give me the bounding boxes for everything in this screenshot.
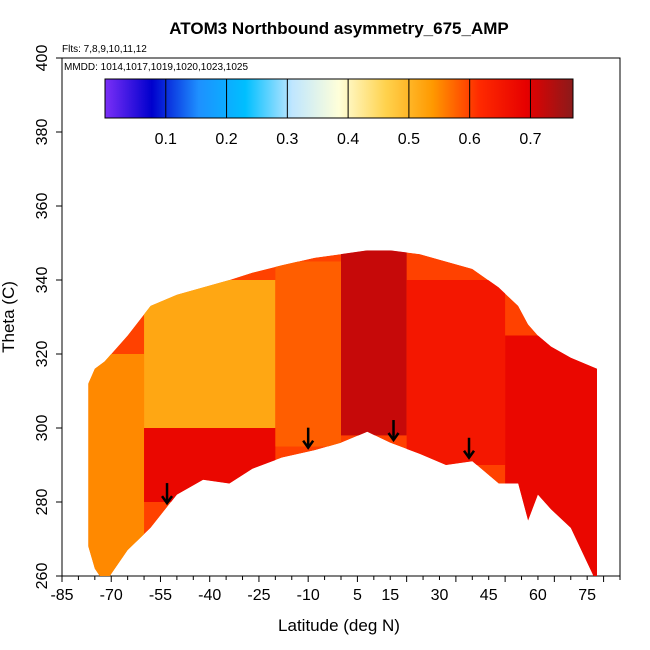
- y-axis-label: Theta (C): [0, 281, 18, 353]
- x-tick-label: -85: [50, 587, 73, 604]
- colorbar-tick-label: 0.6: [459, 131, 481, 148]
- y-tick-label: 300: [34, 415, 51, 442]
- heatmap-cell: [505, 335, 598, 576]
- arrow-head: [387, 432, 400, 443]
- arrow-head: [302, 439, 315, 450]
- heatmap-cell: [275, 261, 341, 447]
- x-tick-label: -25: [247, 587, 270, 604]
- y-axis: 260 280 300 320 340 360 380 400: [34, 45, 62, 590]
- y-tick-label: 280: [34, 489, 51, 516]
- x-tick-label: -10: [297, 587, 320, 604]
- y-tick-label: 260: [34, 563, 51, 590]
- y-tick-label: 360: [34, 193, 51, 220]
- colorbar-tick-label: 0.2: [215, 131, 237, 148]
- chart-title: ATOM3 Northbound asymmetry_675_AMP: [169, 19, 508, 38]
- dates-annotation: MMDD: 1014,1017,1019,1020,1023,1025: [64, 62, 248, 73]
- x-tick-label: 45: [480, 587, 498, 604]
- colorbar-tick-label: 0.3: [276, 131, 298, 148]
- x-tick-label: 15: [381, 587, 399, 604]
- y-tick-label: 340: [34, 267, 51, 294]
- x-tick-label: 30: [431, 587, 449, 604]
- arrow-markers: [161, 420, 476, 506]
- heatmap-cell: [144, 280, 276, 428]
- x-tick-label: 60: [529, 587, 547, 604]
- x-tick-label: -70: [100, 587, 123, 604]
- heatmap-cell: [341, 250, 407, 436]
- arrow-head: [462, 450, 476, 460]
- y-tick-label: 320: [34, 341, 51, 368]
- x-axis-label: Latitude (deg N): [278, 616, 400, 635]
- colorbar-tick-label: 0.7: [519, 131, 541, 148]
- x-tick-label: -40: [198, 587, 221, 604]
- heatmap-field: [88, 250, 598, 576]
- arrow-head: [161, 495, 174, 506]
- colorbar: [104, 78, 574, 119]
- x-tick-label: 5: [353, 587, 362, 604]
- y-tick-label: 400: [34, 45, 51, 72]
- colorbar-ticks: 0.1 0.2 0.3 0.4 0.5 0.6 0.7: [155, 79, 542, 148]
- y-tick-label: 380: [34, 119, 51, 146]
- heatmap-cell: [406, 280, 506, 465]
- x-tick-label: 75: [578, 587, 596, 604]
- colorbar-tick-label: 0.1: [155, 131, 177, 148]
- heatmap-cell: [144, 428, 276, 502]
- x-axis: -85 -70 -55 -40 -25 -10 5 15 30 45 60 75: [50, 576, 621, 604]
- colorbar-tick-label: 0.5: [398, 131, 420, 148]
- heatmap-field-clipped: [88, 250, 598, 576]
- x-tick-label: -55: [149, 587, 172, 604]
- colorbar-tick-label: 0.4: [337, 131, 359, 148]
- heatmap-cell: [88, 354, 145, 576]
- flights-annotation: Flts: 7,8,9,10,11,12: [62, 44, 147, 55]
